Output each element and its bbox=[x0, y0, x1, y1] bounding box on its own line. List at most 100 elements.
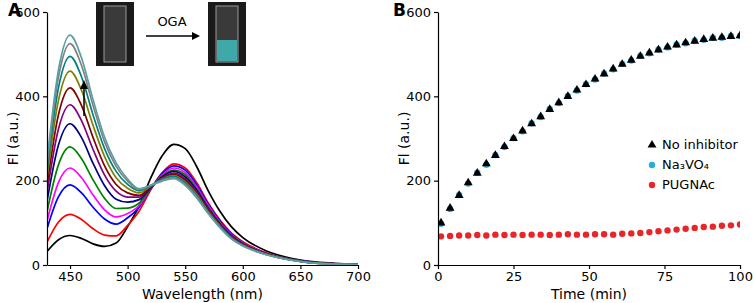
series-points bbox=[438, 30, 740, 225]
y-tick: 200 bbox=[406, 173, 438, 188]
data-point bbox=[482, 159, 491, 167]
data-point bbox=[527, 119, 536, 127]
panel: No inhibitorNa₃VO₄PUGNAc0255075100020040… bbox=[393, 0, 753, 302]
plot-area bbox=[47, 35, 358, 264]
y-tick-mark bbox=[434, 265, 438, 266]
data-point bbox=[618, 59, 627, 67]
data-point bbox=[438, 218, 445, 226]
x-tick: 0 bbox=[434, 265, 442, 284]
data-point bbox=[681, 38, 690, 46]
x-tick: 50 bbox=[581, 265, 598, 284]
x-tick-label: 500 bbox=[116, 269, 141, 284]
data-point bbox=[491, 150, 500, 158]
y-tick-mark bbox=[434, 96, 438, 97]
y-tick: 400 bbox=[406, 89, 438, 104]
data-point bbox=[727, 31, 736, 39]
data-point bbox=[536, 111, 545, 119]
data-point bbox=[519, 232, 525, 238]
data-point bbox=[565, 231, 571, 237]
annotation: OGA bbox=[157, 14, 186, 29]
x-tick-label: 75 bbox=[657, 269, 674, 284]
cuvette-back bbox=[96, 2, 134, 66]
data-point bbox=[701, 224, 707, 230]
y-tick: 400 bbox=[15, 89, 47, 104]
x-axis-line bbox=[48, 265, 359, 266]
y-tick: 200 bbox=[15, 173, 47, 188]
data-point bbox=[455, 190, 464, 198]
data-point bbox=[509, 133, 518, 141]
data-point bbox=[510, 231, 516, 237]
legend-label: No inhibitor bbox=[662, 137, 738, 152]
data-point bbox=[572, 85, 581, 93]
y-tick-label: 200 bbox=[15, 173, 40, 188]
x-tick-label: 0 bbox=[434, 269, 442, 284]
x-tick: 450 bbox=[58, 265, 83, 284]
spectrum-line bbox=[47, 164, 358, 265]
data-point bbox=[474, 232, 480, 238]
y-tick: 0 bbox=[423, 258, 438, 273]
data-point bbox=[728, 222, 734, 228]
plot-area bbox=[438, 30, 740, 239]
cuvette-back bbox=[208, 2, 246, 66]
series-points bbox=[438, 221, 740, 239]
data-point bbox=[447, 233, 453, 239]
y-tick-mark bbox=[43, 265, 47, 266]
legend: No inhibitorNa₃VO₄PUGNAc bbox=[648, 137, 739, 192]
x-tick-label: 600 bbox=[231, 269, 256, 284]
data-point bbox=[528, 231, 534, 237]
x-tick: 600 bbox=[231, 265, 256, 284]
y-tick-mark bbox=[43, 12, 47, 13]
data-point bbox=[473, 168, 482, 176]
x-tick: 75 bbox=[657, 265, 674, 284]
data-point bbox=[500, 141, 509, 149]
x-axis-title: Time (min) bbox=[550, 286, 627, 302]
data-point bbox=[619, 231, 625, 237]
y-tick: 0 bbox=[32, 258, 47, 273]
data-point bbox=[547, 232, 553, 238]
y-tick-mark bbox=[43, 96, 47, 97]
chart-svg: 4505005506006507000200400600Wavelength (… bbox=[0, 0, 754, 303]
data-point bbox=[591, 74, 600, 82]
spectrum-line bbox=[47, 35, 358, 264]
inset-arrow-head bbox=[192, 32, 200, 40]
cuvette-solution bbox=[217, 40, 237, 61]
data-point bbox=[646, 229, 652, 235]
legend-label: Na₃VO₄ bbox=[662, 157, 709, 172]
y-tick-mark bbox=[434, 181, 438, 182]
x-tick-label: 650 bbox=[288, 269, 313, 284]
inset-arrow-shaft bbox=[146, 35, 194, 36]
y-tick-mark bbox=[43, 181, 47, 182]
data-point bbox=[554, 98, 563, 106]
data-point bbox=[699, 34, 708, 42]
y-tick-label: 200 bbox=[406, 173, 431, 188]
data-point bbox=[692, 225, 698, 231]
data-point bbox=[583, 231, 589, 237]
data-point bbox=[592, 231, 598, 237]
y-axis-title: Fl (a.u.) bbox=[5, 112, 21, 166]
data-point bbox=[719, 223, 725, 229]
data-point bbox=[556, 231, 562, 237]
x-tick-label: 450 bbox=[58, 269, 83, 284]
cuvette bbox=[96, 2, 134, 66]
data-point bbox=[655, 228, 661, 234]
legend-marker bbox=[649, 182, 655, 188]
y-axis-title: Fl (a.u.) bbox=[396, 112, 412, 166]
data-point bbox=[501, 232, 507, 238]
x-tick: 700 bbox=[346, 265, 371, 284]
cuvette bbox=[208, 2, 246, 66]
data-point bbox=[465, 232, 471, 238]
cuvette-body bbox=[104, 6, 126, 62]
x-axis: 0255075100 bbox=[434, 265, 753, 284]
x-tick: 550 bbox=[173, 265, 198, 284]
data-point bbox=[708, 33, 717, 41]
data-point bbox=[637, 230, 643, 236]
data-point bbox=[456, 232, 462, 238]
x-tick: 25 bbox=[506, 265, 523, 284]
panel-label: B bbox=[393, 0, 406, 20]
legend-marker bbox=[649, 162, 655, 168]
data-point bbox=[537, 231, 543, 237]
data-point bbox=[545, 104, 554, 112]
data-point bbox=[627, 55, 636, 63]
cuvette-body bbox=[216, 6, 238, 62]
x-tick-label: 50 bbox=[581, 269, 598, 284]
